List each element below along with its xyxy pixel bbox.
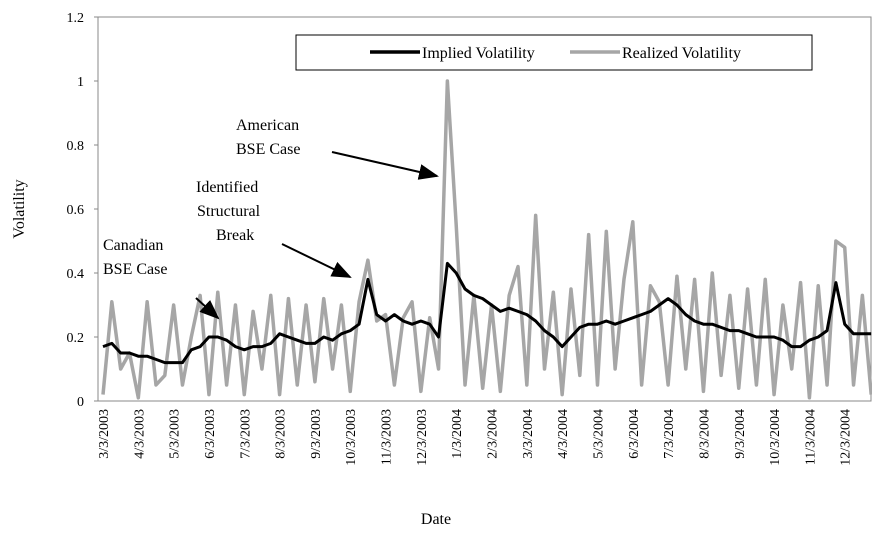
x-tick-label: 7/3/2004 bbox=[662, 409, 677, 459]
y-tick-label: 1.2 bbox=[67, 11, 85, 26]
legend-label: Realized Volatility bbox=[622, 45, 741, 62]
annotation: Identified Structural Break bbox=[196, 179, 261, 244]
annotation-line: Break bbox=[216, 227, 254, 244]
annotation-line: Canadian bbox=[103, 237, 163, 254]
x-tick-label: 9/3/2003 bbox=[309, 409, 324, 459]
x-tick-label: 10/3/2003 bbox=[344, 409, 359, 466]
x-tick-label: 8/3/2004 bbox=[697, 409, 712, 459]
y-tick-label: 1 bbox=[77, 75, 84, 90]
x-tick-label: 8/3/2003 bbox=[274, 409, 289, 459]
annotation-line: Structural bbox=[197, 203, 261, 220]
annotation: American BSE Case bbox=[236, 117, 300, 158]
x-tick-label: 11/3/2003 bbox=[380, 409, 395, 465]
x-tick-label: 3/3/2004 bbox=[521, 409, 536, 459]
annotation-line: BSE Case bbox=[103, 261, 167, 278]
x-tick-label: 12/3/2004 bbox=[839, 409, 854, 466]
y-tick-label: 0.2 bbox=[67, 331, 85, 346]
legend: Implied Volatility Realized Volatility bbox=[295, 34, 813, 71]
x-tick-label: 3/3/2003 bbox=[97, 409, 112, 459]
annotation-arrow bbox=[195, 297, 220, 320]
x-tick-label: 10/3/2004 bbox=[768, 409, 783, 466]
annotation-line: BSE Case bbox=[236, 141, 300, 158]
series-line bbox=[102, 261, 872, 365]
plot-area: 0 0.2 0.4 0.6 0.8 1 1.2 3/3/2003 4/3/2003 5/3/200… bbox=[67, 11, 872, 466]
x-tick-label: 6/3/2004 bbox=[627, 409, 642, 459]
x-tick-label: 5/3/2003 bbox=[168, 409, 183, 459]
x-tick-label: 4/3/2004 bbox=[556, 409, 571, 459]
annotations: Canadian BSE Case Identified Structural Bre… bbox=[103, 117, 439, 320]
x-tick-label: 12/3/2003 bbox=[415, 409, 430, 466]
annotation-line: Identified bbox=[196, 179, 258, 196]
x-axis-title: Date bbox=[421, 511, 451, 528]
x-tick-label: 4/3/2003 bbox=[132, 409, 147, 459]
legend-box bbox=[295, 34, 813, 71]
x-tick-label: 7/3/2003 bbox=[238, 409, 253, 459]
x-tick-label: 6/3/2003 bbox=[203, 409, 218, 459]
y-axis-title: Volatility bbox=[11, 179, 28, 238]
annotation-arrow bbox=[281, 243, 352, 278]
x-tick-label: 9/3/2004 bbox=[733, 409, 748, 459]
y-tick-label: 0 bbox=[77, 395, 84, 410]
x-tick-label: 2/3/2004 bbox=[486, 409, 501, 459]
y-tick-label: 0.8 bbox=[67, 139, 85, 154]
y-tick-label: 0.6 bbox=[67, 203, 85, 218]
annotation-arrow bbox=[331, 151, 439, 180]
x-tick-label: 1/3/2004 bbox=[450, 409, 465, 459]
x-tick-label: 5/3/2004 bbox=[591, 409, 606, 459]
annotation-line: American bbox=[236, 117, 299, 134]
annotation: Canadian BSE Case bbox=[103, 237, 167, 278]
legend-label: Implied Volatility bbox=[422, 45, 535, 62]
y-tick-label: 0.4 bbox=[67, 267, 85, 282]
x-tick-label: 11/3/2004 bbox=[803, 409, 818, 465]
